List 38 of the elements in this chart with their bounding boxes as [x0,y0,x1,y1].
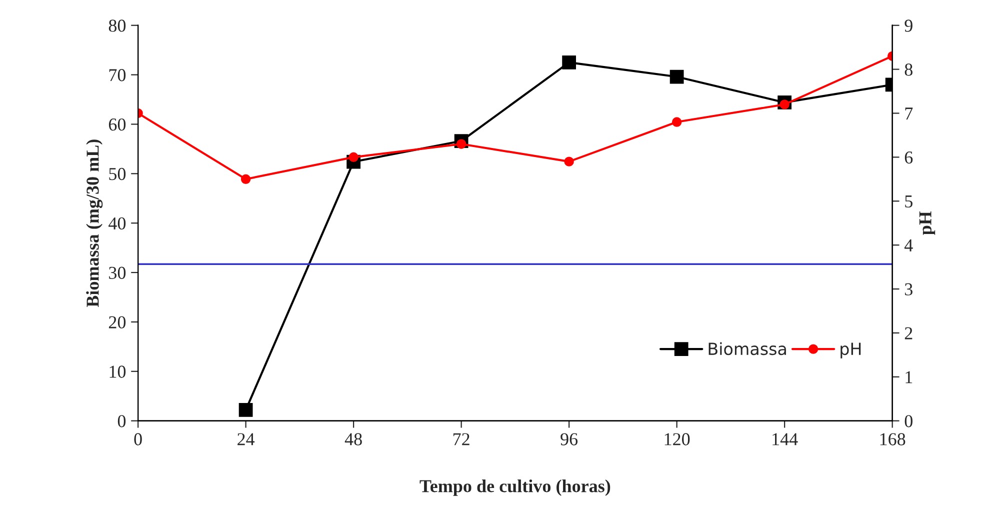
y-tick-label: 0 [118,415,126,428]
y2-tick-label: 8 [904,64,912,76]
point [564,156,574,166]
x-tick-label: 24 [238,433,255,446]
y-tick-label: 50 [109,168,126,180]
y-axis-title: Biomassa (mg/30 mL) [86,140,103,308]
y2-tick-label: 7 [905,108,913,120]
y2-tick-label: 6 [904,151,913,164]
legend-label: pH [840,342,861,358]
x-tick-label: 144 [772,433,798,446]
y2-tick-label: 0 [904,415,912,428]
x-tick-label: 168 [880,433,906,446]
y-tick-label: 10 [110,366,126,378]
y-tick-label: 20 [108,316,126,328]
y2-tick-label: 2 [904,327,912,340]
y2-tick-label: 5 [905,196,912,208]
point [240,174,251,184]
point [562,55,576,70]
y2-tick-label: 3 [905,283,912,296]
legend-label: Biomassa [708,342,786,356]
y-tick-label: 40 [108,217,126,230]
y2-tick-label: 1 [906,371,912,384]
y2-axis-title: pH [919,211,936,235]
point [238,402,253,417]
x-tick-label: 72 [453,433,470,446]
x-tick-label: 48 [344,433,362,446]
y2-tick-label: 4 [904,239,913,252]
y-tick-label: 70 [109,69,126,82]
x-tick-label: 96 [560,433,578,446]
y-tick-label: 80 [108,20,126,32]
x-tick-label: 120 [664,433,690,446]
point [672,117,682,127]
y2-tick-label: 9 [904,20,912,32]
x-tick-label: 0 [134,433,142,446]
y-tick-label: 30 [109,266,126,279]
x-axis-title: Tempo de cultivo (horas) [420,480,610,496]
y-tick-label: 60 [108,118,126,131]
point [670,70,684,84]
